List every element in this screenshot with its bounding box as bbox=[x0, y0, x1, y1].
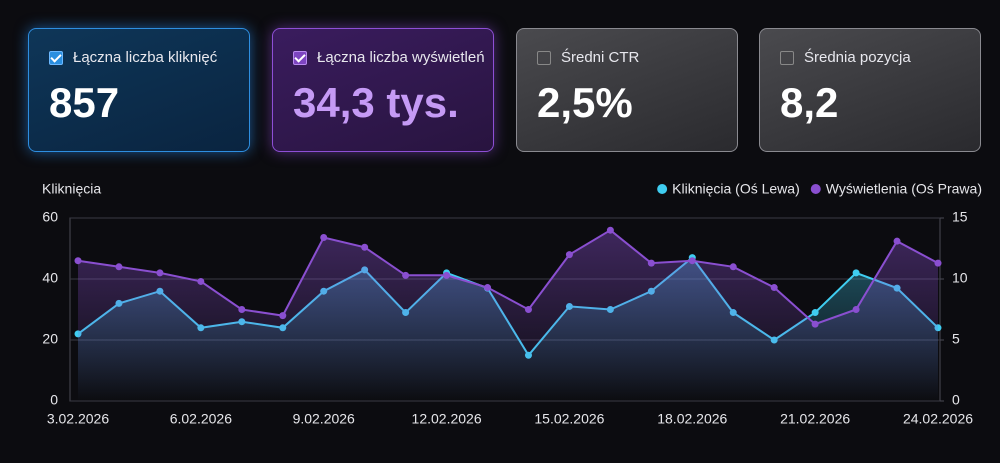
x-tick-label: 18.02.2026 bbox=[657, 411, 727, 427]
y2-tick-label: 15 bbox=[952, 209, 968, 225]
data-point bbox=[770, 284, 778, 292]
data-point bbox=[402, 271, 410, 279]
data-point bbox=[893, 237, 901, 245]
checkbox[interactable] bbox=[49, 51, 63, 65]
data-point bbox=[729, 263, 737, 271]
x-tick-label: 21.02.2026 bbox=[780, 411, 850, 427]
metric-card[interactable]: Łączna liczba wyświetleń 34,3 tys. bbox=[272, 28, 494, 152]
data-point bbox=[484, 284, 492, 292]
legend-swatch bbox=[657, 184, 668, 194]
metric-value: 8,2 bbox=[780, 79, 839, 126]
series-line bbox=[77, 228, 939, 326]
data-point bbox=[156, 269, 164, 277]
data-point bbox=[74, 257, 82, 265]
x-tick-label: 3.02.2026 bbox=[47, 411, 109, 427]
data-point bbox=[443, 271, 451, 279]
data-point bbox=[524, 306, 532, 313]
metric-card[interactable]: Średni CTR 2,5% bbox=[516, 28, 738, 152]
x-tick-label: 24.02.2026 bbox=[903, 411, 973, 427]
data-point bbox=[688, 257, 696, 265]
data-point bbox=[565, 251, 573, 259]
data-point bbox=[115, 263, 123, 271]
y-axis-title: Kliknięcia bbox=[42, 181, 101, 197]
data-point bbox=[647, 259, 655, 267]
metric-label: Średnia pozycja bbox=[804, 49, 911, 66]
y2-tick-label: 5 bbox=[952, 331, 960, 347]
data-point bbox=[197, 277, 205, 285]
data-point bbox=[852, 306, 860, 313]
x-tick-label: 6.02.2026 bbox=[170, 411, 232, 427]
data-point bbox=[320, 234, 328, 242]
checkbox[interactable] bbox=[780, 51, 794, 65]
data-point bbox=[852, 269, 860, 277]
data-point bbox=[811, 320, 819, 328]
metric-value: 2,5% bbox=[537, 79, 633, 126]
metric-card[interactable]: Łączna liczba kliknięć 857 bbox=[28, 28, 250, 152]
legend-label: Wyświetlenia (Oś Prawa) bbox=[826, 181, 982, 197]
y-tick-label: 60 bbox=[42, 209, 58, 225]
data-point bbox=[606, 226, 614, 234]
y-tick-label: 0 bbox=[50, 392, 58, 408]
y2-tick-label: 0 bbox=[952, 392, 960, 408]
metric-value: 34,3 tys. bbox=[293, 79, 459, 126]
x-tick-label: 15.02.2026 bbox=[534, 411, 604, 427]
data-point bbox=[279, 312, 287, 320]
metric-value: 857 bbox=[49, 79, 120, 126]
data-point bbox=[934, 259, 942, 267]
metric-label: Średni CTR bbox=[561, 49, 640, 66]
legend-swatch bbox=[810, 184, 821, 194]
x-tick-label: 12.02.2026 bbox=[412, 411, 482, 427]
x-tick-label: 9.02.2026 bbox=[293, 411, 355, 427]
data-point bbox=[361, 243, 369, 251]
metric-card[interactable]: Średnia pozycja 8,2 bbox=[759, 28, 981, 152]
metric-label: Łączna liczba wyświetleń bbox=[317, 49, 485, 66]
legend-label: Kliknięcia (Oś Lewa) bbox=[672, 181, 800, 197]
checkbox[interactable] bbox=[537, 51, 551, 65]
checkbox[interactable] bbox=[293, 51, 307, 65]
series-area bbox=[78, 230, 938, 401]
y-tick-label: 40 bbox=[42, 270, 58, 286]
data-point bbox=[811, 309, 819, 317]
data-point bbox=[238, 306, 246, 313]
metric-label: Łączna liczba kliknięć bbox=[73, 49, 218, 66]
y-tick-label: 20 bbox=[42, 331, 58, 347]
y2-tick-label: 10 bbox=[952, 270, 968, 286]
